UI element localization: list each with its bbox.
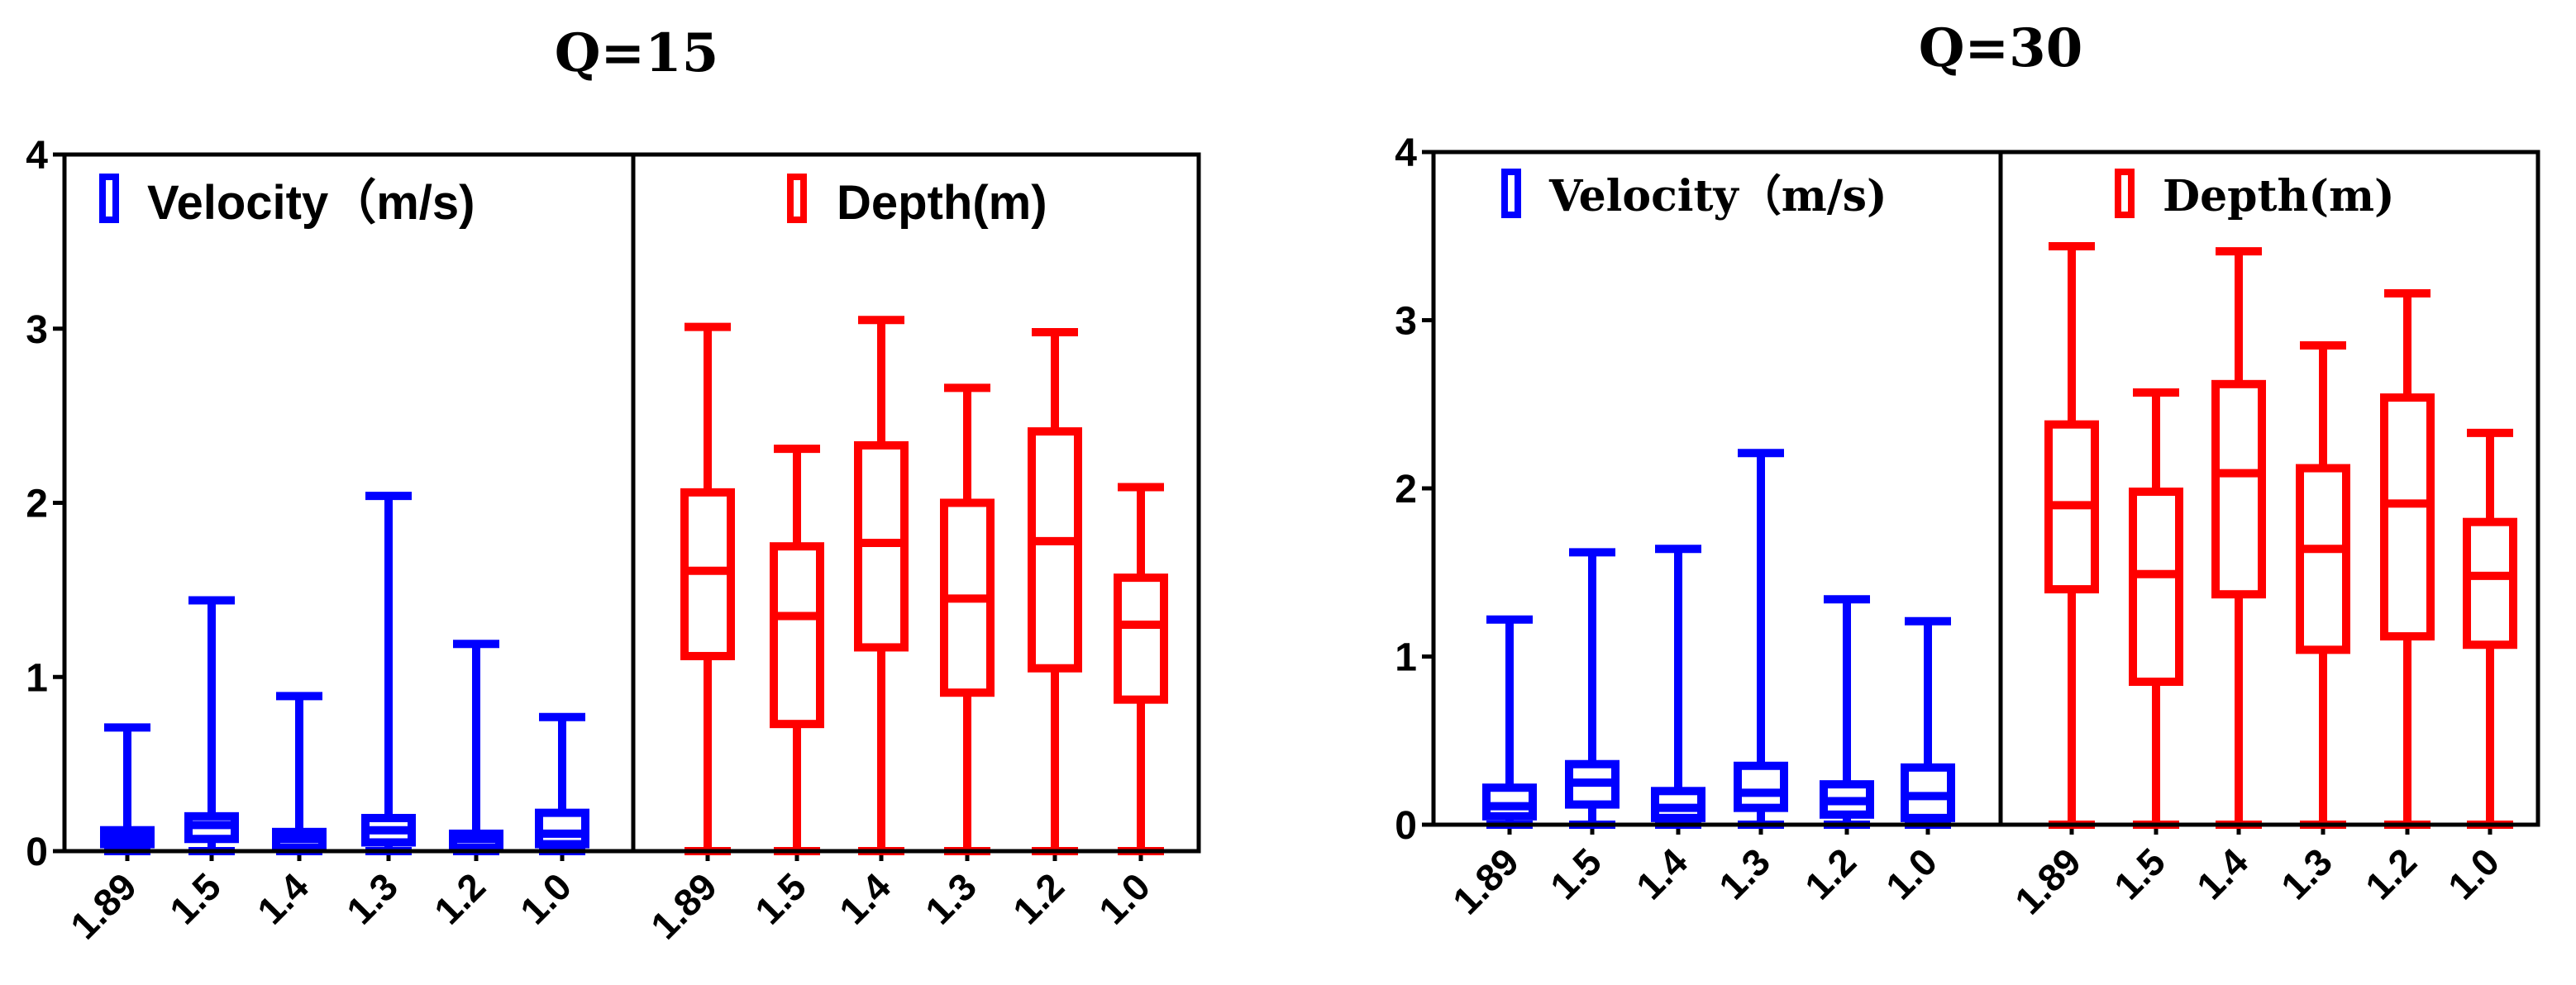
box-velocity-1.3 xyxy=(1734,449,1788,829)
x-tick-label: 1.89 xyxy=(642,864,725,947)
x-tick-label: 1.2 xyxy=(426,864,494,932)
y-tick-label: 4 xyxy=(26,134,48,178)
box-velocity-1.5 xyxy=(184,596,239,855)
x-tick-label: 1.5 xyxy=(161,864,229,932)
x-tick-label: 1.3 xyxy=(917,864,985,932)
box-velocity-1.2 xyxy=(449,640,503,855)
chart-title: Q=30 xyxy=(1919,17,2082,79)
box-depth-1.0 xyxy=(2463,428,2517,829)
y-tick-label: 0 xyxy=(1395,804,1417,848)
box-iqr xyxy=(2211,379,2266,599)
box-depth-1.3 xyxy=(940,383,995,855)
box-depth-1.2 xyxy=(1028,327,1082,855)
box-depth-1.2 xyxy=(2380,288,2435,829)
legend-label: Velocity（m/s) xyxy=(1548,171,1887,221)
box-iqr xyxy=(2296,464,2350,654)
chart-title: Q=15 xyxy=(555,22,718,84)
y-tick-label: 3 xyxy=(26,308,48,352)
box-iqr xyxy=(2380,393,2435,641)
box-iqr xyxy=(535,808,589,849)
y-tick-label: 2 xyxy=(26,483,48,526)
box-iqr xyxy=(2463,517,2517,650)
x-tick-label: 1.4 xyxy=(249,864,317,932)
legend-label: Velocity（m/s) xyxy=(147,176,475,230)
box-velocity-1.0 xyxy=(535,712,589,855)
box-velocity-1.4 xyxy=(272,692,327,855)
box-iqr xyxy=(2129,488,2183,687)
box-velocity-1.4 xyxy=(1651,545,1705,829)
x-tick-label: 1.5 xyxy=(2106,840,2173,907)
box-depth-1.4 xyxy=(854,316,909,855)
x-tick-label: 1.2 xyxy=(2357,840,2425,907)
x-tick-label: 1.2 xyxy=(1004,864,1072,932)
box-depth-1.5 xyxy=(770,445,824,855)
box-depth-1.89 xyxy=(680,322,735,855)
x-tick-label: 1.89 xyxy=(1444,840,1527,922)
box-velocity-1.89 xyxy=(100,723,155,855)
legend-velocity: Velocity（m/s) xyxy=(1501,169,1887,221)
legend-swatch xyxy=(99,174,119,223)
x-tick-label: 1.5 xyxy=(1542,840,1610,907)
x-tick-label: 1.0 xyxy=(1090,864,1158,932)
box-velocity-1.3 xyxy=(361,492,416,855)
box-iqr xyxy=(770,542,824,729)
x-tick-label: 1.89 xyxy=(62,864,145,947)
x-tick-label: 1.4 xyxy=(1628,840,1696,907)
box-depth-1.89 xyxy=(2044,241,2099,829)
box-depth-1.5 xyxy=(2129,388,2183,829)
x-tick-label: 1.0 xyxy=(2440,840,2507,907)
x-tick-label: 1.0 xyxy=(1877,840,1945,907)
box-iqr xyxy=(1114,573,1168,704)
x-tick-label: 1.0 xyxy=(512,864,580,932)
legend-swatch xyxy=(787,174,807,223)
box-velocity-1.2 xyxy=(1820,595,1874,829)
box-depth-1.4 xyxy=(2211,247,2266,829)
box-velocity-1.89 xyxy=(1482,615,1537,829)
y-tick-label: 1 xyxy=(1395,636,1417,680)
box-velocity-1.5 xyxy=(1565,548,1620,829)
box-iqr xyxy=(1028,427,1082,673)
y-tick-label: 3 xyxy=(1395,300,1417,344)
box-velocity-1.0 xyxy=(1901,616,1955,829)
box-depth-1.3 xyxy=(2296,341,2350,829)
x-tick-label: 1.2 xyxy=(1796,840,1864,907)
legend-velocity: Velocity（m/s) xyxy=(99,174,475,230)
y-tick-label: 4 xyxy=(1395,131,1417,175)
x-tick-label: 1.5 xyxy=(747,864,814,932)
x-tick-label: 1.3 xyxy=(1710,840,1778,907)
x-tick-label: 1.4 xyxy=(2188,840,2256,907)
x-tick-label: 1.4 xyxy=(831,864,899,932)
legend-swatch xyxy=(2115,169,2135,218)
x-tick-label: 1.89 xyxy=(2006,840,2089,922)
legend-label: Depth(m) xyxy=(2163,171,2395,221)
legend-swatch xyxy=(1501,169,1521,218)
y-tick-label: 1 xyxy=(26,656,48,700)
box-depth-1.0 xyxy=(1114,483,1168,855)
legend-depth: Depth(m) xyxy=(787,174,1047,230)
plot-frame xyxy=(1431,150,2540,827)
box-iqr xyxy=(1482,783,1537,821)
legend-label: Depth(m) xyxy=(837,176,1047,230)
x-tick-label: 1.3 xyxy=(338,864,406,932)
legend-depth: Depth(m) xyxy=(2115,169,2395,221)
x-tick-label: 1.3 xyxy=(2273,840,2340,907)
y-tick-label: 2 xyxy=(1395,468,1417,512)
y-tick-label: 0 xyxy=(26,830,48,874)
box-iqr xyxy=(1734,761,1788,812)
